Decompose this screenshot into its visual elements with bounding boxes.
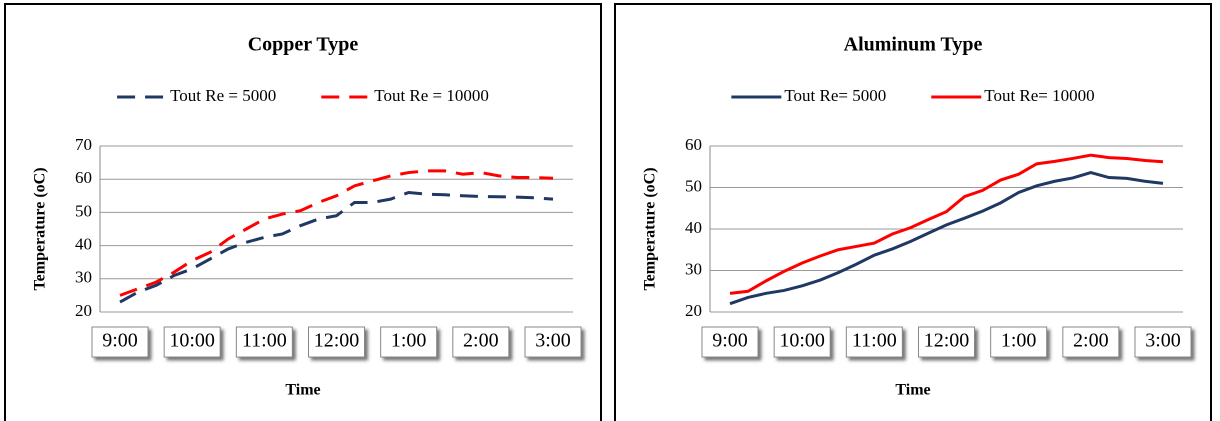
legend-item: Tout Re= 10000 [931,86,1095,105]
chart-title: Aluminum Type [844,34,983,56]
x-label-box [1134,326,1192,358]
y-tick-label: 40 [685,218,702,237]
chart-title: Copper Type [248,34,359,56]
x-label-box [845,326,903,358]
panel-border [614,3,1212,421]
y-tick-label: 50 [685,176,702,195]
x-tick-label: 11:00 [852,330,897,352]
x-label-box [990,326,1048,358]
series-line [119,169,554,297]
x-tick-label: 9:00 [712,330,748,352]
y-tick-label: 20 [685,301,702,320]
x-label-box [163,326,221,358]
x-label-box [235,326,293,358]
x-tick-label: 10:00 [779,330,825,352]
x-tick-label: 11:00 [242,330,287,352]
x-tick-label: 1:00 [1001,330,1037,352]
x-label-box [918,326,975,358]
y-tick-label: 20 [75,301,92,320]
series-line [119,190,554,304]
x-tick-label: 10:00 [169,330,215,352]
y-tick-label: 30 [685,259,702,278]
x-label-box [773,326,831,358]
y-tick-label: 50 [75,201,92,220]
x-tick-label: 3:00 [535,330,571,352]
x-tick-label: 1:00 [391,330,427,352]
x-label-box [308,326,365,358]
legend-item: Tout Re = 5000 [117,86,276,105]
legend-label: Tout Re = 10000 [374,86,489,105]
x-label-box [380,326,438,358]
x-label-box [701,326,759,358]
y-tick-label: 40 [75,235,92,254]
y-tick-label: 70 [75,135,92,154]
panel-border [4,3,602,421]
series-line [729,153,1164,295]
x-tick-label: 2:00 [1073,330,1109,352]
x-axis-label: Time [895,382,930,399]
y-tick-label: 60 [685,135,702,154]
series-line [729,170,1164,306]
legend-item: Tout Re = 10000 [321,86,489,105]
x-label-box [452,326,510,358]
x-tick-label: 9:00 [102,330,138,352]
x-tick-label: 12:00 [314,330,360,352]
x-axis-label: Time [285,382,320,399]
y-axis-label: Temperature (oC) [642,167,659,290]
legend-item: Tout Re= 5000 [731,86,886,105]
legend-label: Tout Re= 5000 [784,86,886,105]
x-label-box [1062,326,1120,358]
x-label-box [524,326,582,358]
legend-label: Tout Re = 5000 [170,86,276,105]
x-tick-label: 3:00 [1145,330,1181,352]
y-tick-label: 60 [75,168,92,187]
legend-label: Tout Re= 10000 [984,86,1094,105]
x-tick-label: 12:00 [924,330,970,352]
x-tick-label: 2:00 [463,330,499,352]
y-axis-label: Temperature (oC) [32,167,49,290]
x-label-box [91,326,149,358]
y-tick-label: 30 [75,268,92,287]
